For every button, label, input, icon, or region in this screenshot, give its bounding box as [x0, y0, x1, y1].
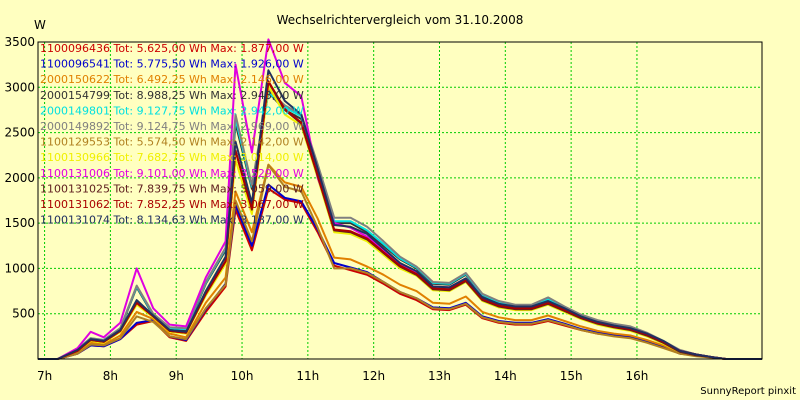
y-tick-label: 1500: [4, 216, 35, 230]
x-tick-label: 9h: [169, 369, 184, 383]
x-tick-label: 14h: [494, 369, 517, 383]
x-tick-label: 12h: [362, 369, 385, 383]
legend-entry-1100131074: 1100131074 Tot: 8.134,63 Wh Max: 3.187,0…: [40, 214, 304, 227]
x-tick-label: 8h: [103, 369, 118, 383]
y-tick-label: 2500: [4, 126, 35, 140]
y-tick-label: 3500: [4, 35, 35, 49]
legend-entry-2000149801: 2000149801 Tot: 9.127,75 Wh Max: 2.942,0…: [40, 104, 304, 117]
series-line-2000150622: [38, 163, 762, 360]
legend-entry-1100131006: 1100131006 Tot: 9.101,00 Wh Max: 3.529,0…: [40, 167, 304, 180]
plot-area: [38, 42, 762, 359]
legend-entry-2000150622: 2000150622 Tot: 6.492,25 Wh Max: 2.146,0…: [40, 73, 304, 86]
series-line-2000149892: [38, 89, 762, 360]
x-tick-label: 13h: [428, 369, 451, 383]
legend-entry-2000154799: 2000154799 Tot: 8.988,25 Wh Max: 2.943,0…: [40, 89, 304, 102]
legend-entry-1100129553: 1100129553 Tot: 5.574,50 Wh Max: 2.142,0…: [40, 136, 304, 149]
series-line-1100131074: [38, 69, 762, 360]
legend-entry-1100130966: 1100130966 Tot: 7.682,75 Wh Max: 3.014,0…: [40, 151, 304, 164]
plot-frame: [37, 41, 763, 360]
legend-entry-1100131062: 1100131062 Tot: 7.852,25 Wh Max: 3.067,0…: [40, 198, 304, 211]
footer-credit: SunnyReport pinxit: [700, 386, 796, 397]
series-line-1100129553: [38, 164, 762, 360]
chart-title: Wechselrichtervergleich vom 31.10.2008: [277, 13, 524, 27]
x-tick-label: 16h: [626, 369, 649, 383]
legend-entry-1100096541: 1100096541 Tot: 5.775,50 Wh Max: 1.926,0…: [40, 58, 304, 71]
x-tick-label: 11h: [296, 369, 319, 383]
y-tick-label: 2000: [4, 171, 35, 185]
y-axis-unit-label: W: [34, 18, 46, 32]
legend-entry-1100096436: 1100096436 Tot: 5.625,00 Wh Max: 1.877,0…: [40, 42, 304, 55]
y-tick-label: 1000: [4, 261, 35, 275]
y-tick-label: 500: [12, 307, 35, 321]
x-tick-label: 7h: [37, 369, 52, 383]
x-tick-label: 15h: [560, 369, 583, 383]
legend-entry-2000149892: 2000149892 Tot: 9.124,75 Wh Max: 2.969,0…: [40, 120, 304, 133]
y-tick-label: 3000: [4, 80, 35, 94]
x-tick-label: 10h: [231, 369, 254, 383]
legend-entry-1100131025: 1100131025 Tot: 7.839,75 Wh Max: 3.059,0…: [40, 182, 304, 195]
